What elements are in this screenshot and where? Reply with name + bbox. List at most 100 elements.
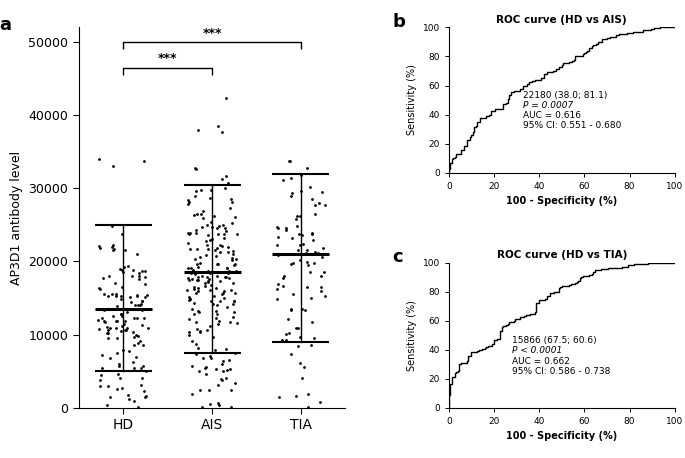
Point (302, 390, 313, 398)
Point (112, 334, 123, 342)
Point (227, 251, 238, 258)
Point (129, 302, 140, 309)
Point (137, 374, 148, 382)
Point (226, 403, 237, 410)
Point (132, 292, 142, 300)
Point (125, 294, 136, 301)
Point (201, 237, 212, 245)
Point (214, 317, 225, 324)
Point (134, 270, 145, 277)
Point (228, 313, 239, 321)
Point (197, 354, 208, 362)
Point (205, 286, 216, 294)
Point (216, 129, 227, 136)
Point (292, 325, 303, 332)
Point (212, 272, 223, 279)
Point (204, 400, 215, 408)
Point (226, 199, 237, 206)
Point (110, 318, 121, 325)
Point (187, 276, 198, 283)
Point (306, 341, 316, 349)
Point (127, 328, 138, 335)
Point (129, 365, 140, 372)
Point (112, 303, 123, 310)
Point (113, 371, 124, 378)
Point (210, 314, 221, 321)
Point (216, 376, 227, 384)
Point (271, 223, 282, 230)
Point (198, 208, 209, 215)
Point (93, 316, 104, 324)
Point (142, 291, 153, 298)
Point (136, 364, 147, 371)
Point (281, 331, 292, 338)
Point (108, 313, 119, 320)
Point (231, 256, 242, 263)
Point (208, 300, 219, 308)
Point (138, 342, 149, 349)
Point (190, 164, 201, 171)
Point (210, 252, 221, 259)
Point (120, 326, 131, 333)
Point (115, 375, 126, 382)
Point (302, 246, 313, 254)
Point (184, 229, 195, 237)
Point (187, 338, 198, 345)
Point (276, 337, 287, 344)
Point (128, 359, 139, 366)
Point (316, 287, 327, 294)
Point (210, 246, 221, 253)
Point (288, 260, 299, 267)
Point (284, 158, 295, 165)
Point (116, 231, 127, 238)
Point (183, 265, 194, 272)
Point (214, 222, 225, 229)
Point (206, 297, 216, 305)
Point (198, 214, 209, 221)
Point (286, 174, 297, 181)
Point (210, 365, 221, 372)
Point (105, 354, 116, 362)
Point (140, 393, 151, 400)
Point (129, 342, 140, 349)
Point (136, 268, 147, 275)
Point (98, 290, 109, 298)
Point (212, 224, 223, 232)
Point (99, 307, 110, 314)
Point (192, 326, 203, 333)
Point (216, 290, 227, 297)
Point (137, 297, 148, 304)
Point (271, 251, 282, 258)
Text: 95% CI: 0.551 - 0.680: 95% CI: 0.551 - 0.680 (523, 121, 622, 131)
Point (288, 290, 299, 298)
Point (227, 300, 238, 307)
Point (130, 354, 141, 361)
Point (306, 195, 317, 202)
Point (182, 229, 193, 236)
Point (226, 257, 237, 264)
Text: ***: *** (202, 27, 222, 40)
Point (116, 313, 127, 320)
Point (223, 179, 234, 186)
Point (319, 292, 330, 300)
Point (292, 223, 303, 230)
Point (205, 353, 216, 360)
Point (190, 341, 201, 348)
Point (286, 234, 297, 242)
Point (137, 362, 148, 370)
Point (206, 218, 216, 225)
Point (183, 294, 194, 301)
Point (121, 308, 132, 316)
Text: P = 0.0007: P = 0.0007 (523, 101, 573, 110)
Point (227, 279, 238, 286)
Point (232, 319, 242, 326)
Point (182, 200, 193, 207)
Point (195, 329, 206, 336)
Point (297, 305, 308, 312)
Point (96, 352, 107, 359)
Point (117, 322, 128, 329)
Point (212, 260, 223, 267)
Point (123, 263, 134, 270)
Point (314, 398, 325, 405)
Point (295, 212, 306, 219)
